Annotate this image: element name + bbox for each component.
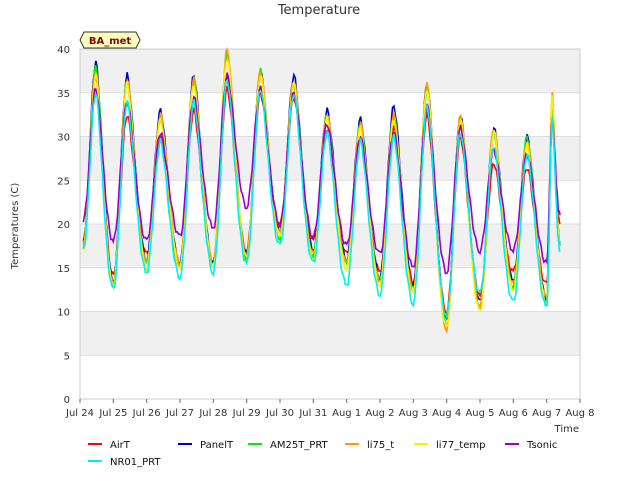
x-tick-label: Jul 29 [232, 408, 261, 419]
series-line-nr01-prt [82, 78, 561, 320]
site-badge: BA_met [79, 31, 141, 49]
x-tick-label: Jul 28 [198, 408, 227, 419]
legend-label: li75_t [367, 440, 394, 451]
x-tick-label: Jul 25 [98, 408, 127, 419]
background-band [80, 224, 580, 268]
legend: AirT PanelT AM25T_PRT li75_t li77_temp Tsonic… [88, 440, 557, 468]
plot-border [79, 48, 581, 400]
y-tick-label: 35 [57, 89, 70, 100]
x-tick-label: Jul 26 [132, 408, 161, 419]
y-tick-label: 15 [57, 264, 70, 275]
y-axis-ticks: 0 5 10 15 20 25 30 35 40 [57, 45, 70, 406]
y-tick-label: 30 [57, 133, 70, 144]
background-band [80, 49, 580, 93]
legend-label: AM25T_PRT [270, 440, 329, 451]
x-tick-label: Aug 1 [332, 408, 361, 419]
series-lines [82, 47, 561, 335]
x-tick-label: Jul 30 [265, 408, 294, 419]
x-tick-label: Aug 8 [565, 408, 594, 419]
background-band [80, 311, 580, 356]
y-tick-label: 0 [64, 395, 70, 406]
x-axis-label: Time [554, 424, 579, 435]
x-tick-label: Jul 31 [298, 408, 327, 419]
legend-label: li77_temp [436, 440, 485, 451]
chart-title: Temperature [277, 3, 360, 18]
background-band [80, 180, 580, 224]
background-band [80, 355, 580, 399]
x-axis-ticks: Jul 24 Jul 25 Jul 26 Jul 27 Jul 28 Jul 29 Jul … [65, 399, 595, 419]
legend-label: NR01_PRT [110, 457, 161, 468]
background-band [80, 267, 580, 312]
x-tick-label: Aug 3 [399, 408, 428, 419]
legend-label: PanelT [200, 440, 234, 451]
y-axis-label: Temperatures (C) [10, 183, 21, 271]
y-tick-label: 20 [57, 220, 70, 231]
legend-label: Tsonic [526, 440, 557, 451]
x-tick-label: Jul 24 [65, 408, 94, 419]
x-tick-label: Aug 6 [499, 408, 528, 419]
y-tick-label: 25 [57, 176, 70, 187]
y-tick-label: 5 [64, 351, 70, 362]
x-tick-label: Aug 2 [365, 408, 394, 419]
x-tick-label: Aug 7 [532, 408, 561, 419]
site-badge-box [79, 31, 141, 49]
x-tick-label: Aug 4 [432, 408, 461, 419]
y-tick-label: 40 [57, 45, 70, 56]
x-tick-label: Aug 5 [465, 408, 494, 419]
x-tick-label: Jul 27 [165, 408, 194, 419]
site-badge-label: BA_met [89, 36, 132, 47]
y-tick-label: 10 [57, 308, 70, 319]
legend-label: AirT [110, 440, 131, 451]
